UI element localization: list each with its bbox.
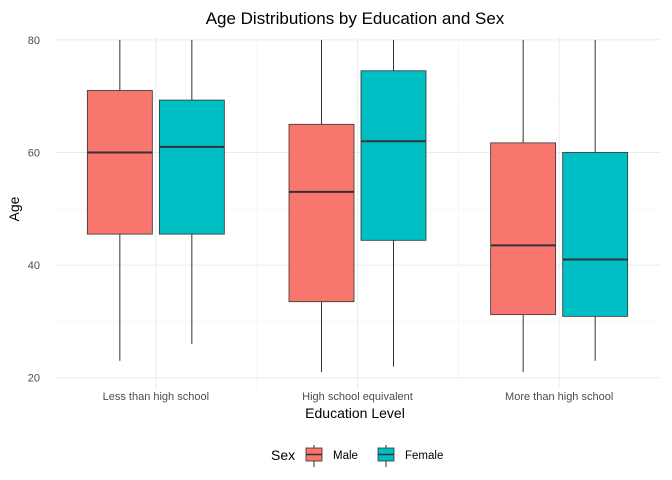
y-tick-label: 60 [28,147,40,159]
box-male-3 [490,39,557,373]
box-iqr [288,123,355,303]
x-axis-ticks: Less than high school High school equival… [103,391,614,403]
box-iqr [86,90,153,235]
y-tick-label: 80 [28,35,40,47]
boxes [86,39,629,373]
box-female-3 [562,39,629,361]
box-iqr [360,70,427,241]
box-male-2 [288,39,355,373]
chart-title: Age Distributions by Education and Sex [206,9,505,28]
box-male-1 [86,39,153,361]
legend-label-male: Male [333,450,358,462]
box-female-1 [158,39,225,344]
box-iqr [158,99,225,235]
box-iqr [490,142,557,316]
x-tick-label: More than high school [505,391,613,403]
legend-key-female [377,445,395,467]
y-axis-ticks: 20 40 60 80 [28,35,40,385]
x-tick-label: High school equivalent [302,391,413,403]
y-tick-label: 20 [28,373,40,385]
legend: Sex Male Female [271,445,443,467]
x-axis-title: Education Level [305,405,405,421]
y-axis-title: Age [6,196,22,221]
legend-key-male [305,445,323,467]
x-tick-label: Less than high school [103,391,209,403]
legend-label-female: Female [405,450,443,462]
legend-title: Sex [271,447,295,463]
box-female-2 [360,39,427,367]
box-iqr [562,152,629,317]
y-tick-label: 40 [28,260,40,272]
grid [55,37,660,389]
